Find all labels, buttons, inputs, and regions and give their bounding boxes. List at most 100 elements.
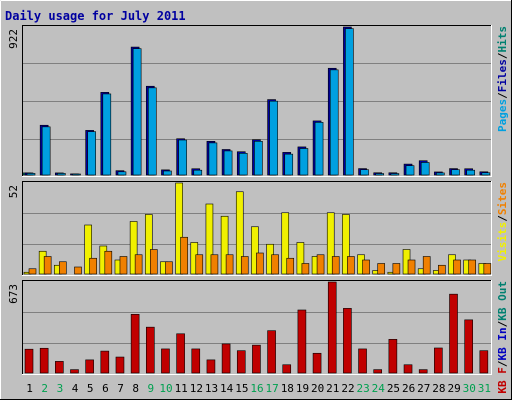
visits-panel-bar-sites <box>271 254 279 275</box>
kbytes-panel-bar-kb-f <box>39 347 49 374</box>
kbytes-panel-legend-entry: KB F <box>496 367 509 394</box>
hits-panel-legend-entry: / <box>496 92 509 99</box>
visits-panel-bar-sites <box>104 250 113 275</box>
visits-panel-bar-visits <box>205 203 214 275</box>
visits-panel-bar-sites <box>28 268 37 275</box>
visits-panel-legend: Visits/Sites <box>496 182 509 262</box>
visits-panel-legend-entry: Visits <box>496 222 509 262</box>
hits-panel-bar-pages <box>269 100 278 176</box>
kbytes-panel-bar-kb-f <box>221 343 231 374</box>
kbytes-panel-bar-kb-f <box>206 359 216 374</box>
hits-panel-bar-pages <box>26 173 36 176</box>
visits-panel-bar-sites <box>438 264 446 275</box>
kbytes-panel-bar-kb-f <box>449 293 458 374</box>
kbytes-panel-bar-kb-f <box>358 348 367 374</box>
visits-panel-bar-sites <box>377 263 386 275</box>
kbytes-panel-bar-kb-f <box>252 344 261 374</box>
visits-panel-ymax-label: 52 <box>7 185 20 198</box>
hits-panel-bar-pages <box>405 165 415 176</box>
visits-panel-bar-sites <box>422 256 431 275</box>
x-tick-label: 26 <box>402 382 415 395</box>
kbytes-panel-bar-kb-f <box>100 350 110 374</box>
hits-panel-bar-pages <box>132 48 142 176</box>
kbytes-panel-bar-kb-f <box>130 314 140 374</box>
x-tick-label: 28 <box>432 382 445 395</box>
hits-panel-legend-entry: Hits <box>496 26 509 53</box>
visits-panel-bar-visits <box>220 215 229 275</box>
x-tick-label: 11 <box>175 382 188 395</box>
kbytes-panel-legend-entry: KB In <box>496 327 509 360</box>
visits-panel-bar-sites <box>256 252 264 275</box>
hits-panel-bar-pages <box>208 142 218 176</box>
x-tick-label: 5 <box>87 382 94 395</box>
visits-panel-bar-sites <box>301 263 310 275</box>
hits-panel-legend-entry: / <box>496 52 509 59</box>
visits-panel-bar-sites <box>286 257 295 275</box>
hits-panel-legend-entry: Pages <box>496 99 509 132</box>
visits-panel-bar-visits <box>326 212 335 275</box>
hits-panel-bar-pages <box>314 122 324 176</box>
x-tick-label: 25 <box>387 382 400 395</box>
x-tick-label: 17 <box>266 382 279 395</box>
visits-panel-bar-visits <box>144 214 153 275</box>
visits-panel-bar-sites <box>316 254 325 275</box>
x-tick-label: 20 <box>311 382 324 395</box>
hits-panel-bar-pages <box>375 173 385 176</box>
kbytes-panel-legend: KB F/KB In/KB Out <box>496 281 509 394</box>
x-tick-label: 8 <box>132 382 139 395</box>
x-tick-label: 27 <box>417 382 430 395</box>
visits-panel-bar-sites <box>210 254 219 275</box>
visits-panel-bar-sites <box>392 263 401 275</box>
x-tick-label: 4 <box>72 382 79 395</box>
hits-panel-bar-pages <box>360 169 369 176</box>
visits-panel-legend-entry: / <box>496 215 509 222</box>
kbytes-panel-bar-kb-f <box>464 319 473 374</box>
visits-panel-bar-visits <box>251 226 259 275</box>
visits-panel-bar-sites <box>225 254 234 275</box>
kbytes-panel-bar-kb-f <box>24 348 34 374</box>
visits-panel-bar-sites <box>483 263 492 275</box>
visits-panel-bar-visits <box>235 191 244 275</box>
visits-panel-bar-sites <box>89 257 97 275</box>
visits-panel-bar-sites <box>180 236 188 275</box>
hits-panel-bar-pages <box>117 171 127 176</box>
hits-panel-bar-pages <box>163 170 172 176</box>
visits-panel-bar-visits <box>296 242 305 275</box>
visits-panel-bar-sites <box>149 249 158 275</box>
visits-panel-bar-sites <box>453 259 461 275</box>
hits-panel-bar-pages <box>41 126 51 176</box>
visits-panel-bar-sites <box>43 256 52 275</box>
kbytes-panel-ymax-label: 673 <box>7 284 20 304</box>
hits-panel-legend-entry: Files <box>496 59 509 92</box>
visits-panel-bar-sites <box>165 261 173 275</box>
visits-panel-bar-visits <box>175 182 183 275</box>
hits-panel-ymax-label: 922 <box>7 29 20 49</box>
x-tick-label: 18 <box>281 382 294 395</box>
kbytes-panel-bar-kb-f <box>282 364 292 374</box>
hits-panel-bar-pages <box>451 169 460 176</box>
visits-panel-bar-sites <box>119 256 128 275</box>
x-tick-label: 6 <box>102 382 109 395</box>
visits-panel-bar-sites <box>134 254 143 275</box>
hits-panel-bar-pages <box>345 28 354 176</box>
hits-panel-bar-pages <box>420 162 430 176</box>
x-tick-label: 7 <box>117 382 124 395</box>
kbytes-panel-bar-kb-f <box>145 326 155 374</box>
kbytes-panel-bar-kb-f <box>312 352 322 374</box>
kbytes-panel-bar-kb-f <box>373 369 383 374</box>
x-tick-label: 19 <box>296 382 309 395</box>
hits-panel-legend: Pages/Files/Hits <box>496 26 509 132</box>
kbytes-panel-bar-kb-f <box>191 348 201 374</box>
x-tick-label: 30 <box>463 382 476 395</box>
x-tick-label: 9 <box>148 382 155 395</box>
visits-panel-bar-sites <box>331 256 340 275</box>
kbytes-panel-bar-kb-f <box>434 347 443 374</box>
hits-panel-bar-pages <box>147 87 157 176</box>
visits-panel-legend-entry: Sites <box>496 182 509 215</box>
hits-panel-bar-pages <box>72 173 81 176</box>
hits-panel-bar-pages <box>238 153 248 176</box>
visits-panel-bar-sites <box>468 259 476 275</box>
visits-panel-bar-sites <box>195 254 204 275</box>
visits-panel-bar-sites <box>347 256 355 275</box>
